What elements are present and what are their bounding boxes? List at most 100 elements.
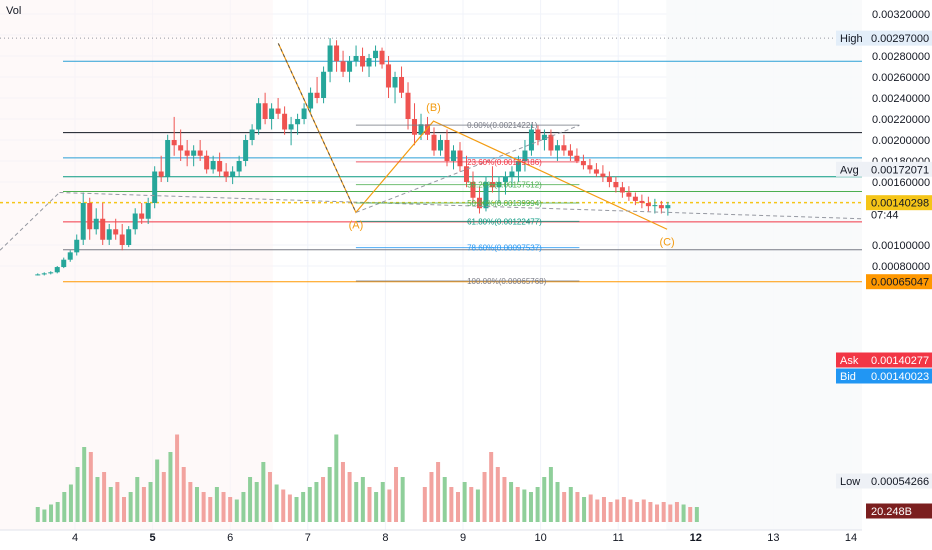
volume-bar xyxy=(49,504,54,522)
candle-body xyxy=(502,176,508,182)
candle-body xyxy=(515,161,521,172)
volume-bar xyxy=(214,487,219,522)
price-tick: 0.00080000 xyxy=(872,261,930,273)
ask-tag-value-bg xyxy=(866,352,932,368)
candle-body xyxy=(158,171,164,177)
candle-body xyxy=(535,129,541,140)
candle-body xyxy=(561,145,567,151)
volume-bar xyxy=(688,507,693,522)
volume-bar xyxy=(449,487,454,522)
candle-body xyxy=(236,161,242,172)
bid-tag-value: 0.00140023 xyxy=(871,371,929,383)
candle-body xyxy=(652,205,658,207)
candle-body xyxy=(444,140,450,161)
ask-tag-value: 0.00140277 xyxy=(871,355,929,367)
candle-body xyxy=(321,71,327,98)
volume-bar xyxy=(387,489,392,522)
volume-bar xyxy=(281,489,286,522)
candle-body xyxy=(262,103,268,119)
indicator-label: Vol xyxy=(6,5,21,17)
candle-body xyxy=(126,229,132,245)
countdown: 07:44 xyxy=(871,210,899,222)
high-tag-value-bg xyxy=(866,30,932,46)
candle-body xyxy=(431,134,437,151)
volume-bar xyxy=(635,502,640,522)
volume-bar xyxy=(35,507,40,522)
price-tick: 0.00280000 xyxy=(872,51,930,63)
high-tag: High 0.00297000 xyxy=(836,30,932,46)
volume-bar xyxy=(588,494,593,522)
candle-body xyxy=(405,92,411,119)
volume-bar xyxy=(648,502,653,522)
volume-bars xyxy=(35,434,699,522)
wave-label: (B) xyxy=(426,102,441,114)
volume-bar xyxy=(301,492,306,522)
volume-bar xyxy=(234,499,239,522)
trend-right xyxy=(59,192,863,220)
volume-bar xyxy=(354,482,359,522)
candle-body xyxy=(347,61,353,72)
candle-body xyxy=(282,113,288,130)
volume-bar xyxy=(221,492,226,522)
volume-bar xyxy=(327,467,332,522)
candle-body xyxy=(528,129,534,151)
price-tick: 0.00220000 xyxy=(872,114,930,126)
volume-bar xyxy=(161,472,166,522)
candle-body xyxy=(100,218,106,240)
candle-body xyxy=(619,187,625,193)
volume-tag: 20.248B xyxy=(866,503,932,519)
volume-bar xyxy=(248,477,253,522)
wave-label: (A) xyxy=(349,219,364,231)
candle-body xyxy=(593,169,599,174)
fib-label: 50.00%(0.00139994) xyxy=(467,199,542,208)
candle-body xyxy=(587,165,593,170)
low-tag-label: Low xyxy=(840,476,860,488)
candle-body xyxy=(554,145,560,151)
candle-body xyxy=(418,124,424,135)
low-tag-label-bg xyxy=(836,473,866,489)
ask-tag-label: Ask xyxy=(840,355,859,367)
volume-bar xyxy=(88,452,93,522)
candle-body xyxy=(541,134,547,140)
bid-tag: Bid 0.00140023 xyxy=(836,368,932,384)
volume-bar xyxy=(188,482,193,522)
volume-bar xyxy=(582,497,587,522)
volume-bar xyxy=(42,509,47,522)
candle-body xyxy=(450,150,456,161)
fib-label: 100.00%(0.00065768) xyxy=(467,277,547,286)
fib-label: 0.00%(0.00214221) xyxy=(467,121,538,130)
candle-body xyxy=(548,134,554,151)
candle-body xyxy=(399,77,405,93)
wave-dashed-line xyxy=(277,43,357,213)
volume-bar xyxy=(489,452,494,522)
candle-body xyxy=(373,50,379,59)
candle-body xyxy=(249,129,255,140)
candle-body xyxy=(613,182,619,188)
volume-bar xyxy=(641,499,646,522)
time-tick: 14 xyxy=(845,532,857,544)
volume-bar xyxy=(141,487,146,522)
candle-body xyxy=(327,45,333,72)
volume-bar xyxy=(422,487,427,522)
candle-body xyxy=(275,108,281,114)
volume-bar xyxy=(442,477,447,522)
time-tick: 4 xyxy=(72,532,78,544)
volume-bar xyxy=(340,462,345,522)
volume-bar xyxy=(542,477,547,522)
volume-bar xyxy=(528,492,533,522)
candle-body xyxy=(145,203,151,219)
candle-body xyxy=(522,150,528,161)
volume-bar xyxy=(135,477,140,522)
volume-bar xyxy=(274,484,279,522)
price-tick: 0.00100000 xyxy=(872,240,930,252)
candle-body xyxy=(106,229,112,240)
high-tag-label: High xyxy=(840,33,863,45)
volume-bar xyxy=(194,487,199,522)
candle-body xyxy=(386,64,392,88)
volume-bar xyxy=(68,484,73,522)
candle-body xyxy=(632,196,638,201)
candle-body xyxy=(483,182,489,209)
price-tick: 0.00320000 xyxy=(872,9,930,21)
candle-body xyxy=(340,61,346,72)
